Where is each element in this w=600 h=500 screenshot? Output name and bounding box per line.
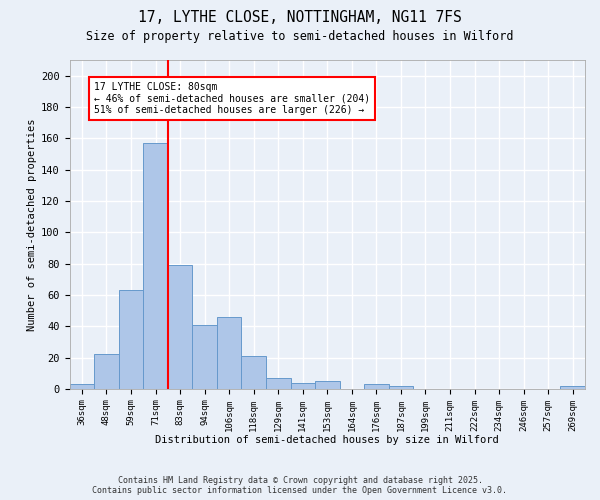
Bar [119,290,143,389]
Bar [389,386,413,389]
X-axis label: Distribution of semi-detached houses by size in Wilford: Distribution of semi-detached houses by … [155,435,499,445]
Bar [241,356,266,389]
Bar [70,384,94,389]
Bar [560,386,585,389]
Bar [193,324,217,389]
Bar [290,382,315,389]
Bar [315,381,340,389]
Text: Size of property relative to semi-detached houses in Wilford: Size of property relative to semi-detach… [86,30,514,43]
Bar [94,354,119,389]
Bar [143,143,168,389]
Bar [168,265,193,389]
Text: Contains HM Land Registry data © Crown copyright and database right 2025.
Contai: Contains HM Land Registry data © Crown c… [92,476,508,495]
Bar [364,384,389,389]
Text: 17 LYTHE CLOSE: 80sqm
← 46% of semi-detached houses are smaller (204)
51% of sem: 17 LYTHE CLOSE: 80sqm ← 46% of semi-deta… [94,82,370,115]
Y-axis label: Number of semi-detached properties: Number of semi-detached properties [27,118,37,330]
Text: 17, LYTHE CLOSE, NOTTINGHAM, NG11 7FS: 17, LYTHE CLOSE, NOTTINGHAM, NG11 7FS [138,10,462,25]
Bar [217,317,241,389]
Bar [266,378,290,389]
